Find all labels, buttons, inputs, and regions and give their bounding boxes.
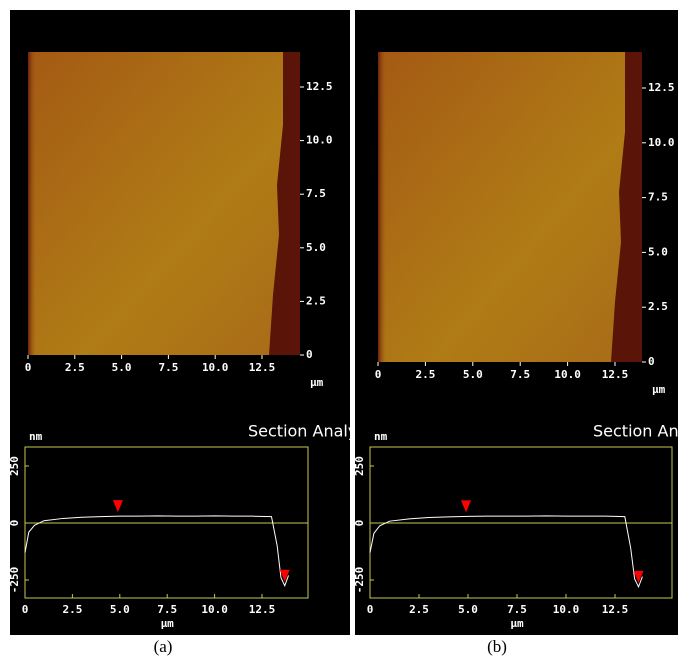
- y-tick-label: 10.0: [648, 136, 675, 149]
- x-tick-label: 7.5: [507, 603, 527, 616]
- cursor-marker: [112, 500, 123, 513]
- y-unit: nm: [374, 430, 388, 443]
- cursor-marker: [279, 569, 290, 582]
- cursor-marker: [461, 500, 472, 513]
- x-tick-label: 7.5: [510, 368, 530, 381]
- x-tick-label: 10.0: [201, 603, 228, 616]
- x-tick-label: 10.0: [554, 368, 581, 381]
- section-title: Section Analysis: [593, 422, 678, 441]
- x-tick-label: 0: [367, 603, 374, 616]
- y-tick-label: -250: [8, 567, 21, 594]
- x-tick-label: 5.0: [112, 361, 132, 374]
- image-left-edge: [28, 52, 36, 355]
- afm-image: [28, 52, 300, 355]
- y-tick-label: 12.5: [648, 81, 675, 94]
- x-tick-label: 7.5: [157, 603, 177, 616]
- y-tick-label: 250: [8, 456, 21, 476]
- x-tick-label: 2.5: [409, 603, 429, 616]
- image-left-edge: [378, 52, 386, 362]
- x-tick-label: 2.5: [65, 361, 85, 374]
- x-unit: μm: [510, 617, 524, 630]
- image-step-edge: [611, 52, 642, 362]
- y-tick-label: -250: [353, 567, 366, 594]
- panel-label: (b): [487, 637, 507, 656]
- panel: 0 2.5 5.0 7.5 10.0 12.5 0 2.5 5.0 7.5 10.0 12.5 μm Se…: [353, 10, 678, 635]
- x-tick-label: 10.0: [553, 603, 580, 616]
- y-tick-label: 5.0: [306, 241, 326, 254]
- y-tick-label: 0: [306, 348, 313, 361]
- y-tick-label: 0: [353, 520, 366, 527]
- y-tick-label: 12.5: [306, 80, 333, 93]
- y-tick-label: 7.5: [306, 187, 326, 200]
- y-tick-label: 5.0: [648, 245, 668, 258]
- x-unit: μm: [310, 376, 324, 389]
- y-tick-label: 2.5: [306, 294, 326, 307]
- x-tick-label: 12.5: [602, 603, 629, 616]
- section-title: Section Analysis: [248, 422, 378, 441]
- x-tick-label: 12.5: [249, 361, 276, 374]
- x-tick-label: 2.5: [62, 603, 82, 616]
- x-tick-label: 0: [375, 368, 382, 381]
- x-tick-label: 0: [25, 361, 32, 374]
- x-tick-label: 5.0: [463, 368, 483, 381]
- y-tick-label: 2.5: [648, 300, 668, 313]
- x-tick-label: 0: [22, 603, 29, 616]
- afm-image: [378, 52, 642, 362]
- panel-label: (a): [154, 637, 173, 656]
- image-step-edge: [269, 52, 300, 355]
- x-tick-label: 12.5: [602, 368, 629, 381]
- x-tick-label: 5.0: [110, 603, 130, 616]
- x-unit: μm: [652, 383, 666, 396]
- x-tick-label: 5.0: [458, 603, 478, 616]
- profile-line: [24, 515, 290, 587]
- profile-line: [369, 515, 643, 589]
- x-tick-label: 10.0: [202, 361, 229, 374]
- x-tick-label: 12.5: [249, 603, 276, 616]
- x-unit: μm: [161, 617, 175, 630]
- y-tick-label: 0: [648, 355, 655, 368]
- panel: 0 2.5 5.0 7.5 10.0 12.5 0 2.5 5.0 7.5 10.0 12.5 μm Se…: [8, 10, 378, 635]
- y-tick-label: 10.0: [306, 134, 333, 147]
- x-tick-label: 2.5: [415, 368, 435, 381]
- cursor-marker: [633, 570, 644, 583]
- y-tick-label: 0: [8, 520, 21, 527]
- y-unit: nm: [29, 430, 43, 443]
- x-tick-label: 7.5: [158, 361, 178, 374]
- y-tick-label: 7.5: [648, 191, 668, 204]
- y-tick-label: 250: [353, 456, 366, 476]
